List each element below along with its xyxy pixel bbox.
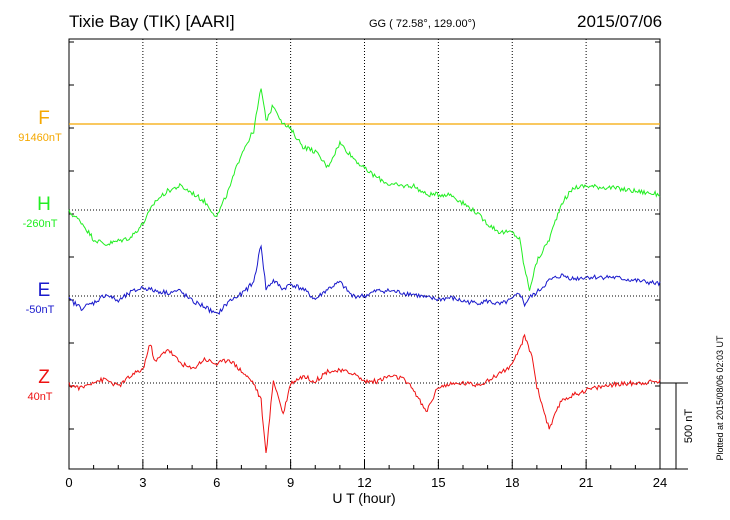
x-tick-label: 24 — [653, 475, 667, 490]
date-label: 2015/07/06 — [577, 12, 662, 31]
series-label-h: H — [37, 194, 51, 215]
series-label-z: Z — [38, 367, 50, 388]
series-label-e: E — [38, 280, 51, 301]
x-tick-label: 12 — [357, 475, 371, 490]
scale-bar-label: 500 nT — [683, 409, 695, 444]
scale-bar: 500 nT — [660, 382, 695, 470]
baseline-value-f: 91460nT — [18, 132, 62, 144]
coordinates-label: GG ( 72.58°, 129.00°) — [369, 18, 476, 30]
baseline-value-z: 40nT — [27, 391, 52, 403]
x-tick-label: 6 — [213, 475, 220, 490]
station-title: Tixie Bay (TIK) [AARI] — [69, 12, 235, 31]
series-group — [68, 88, 661, 453]
x-tick-label: 15 — [431, 475, 445, 490]
series-label-f: F — [38, 108, 50, 129]
x-tick-label: 21 — [579, 475, 593, 490]
baseline-value-e: -50nT — [26, 304, 55, 316]
series-line-e — [68, 244, 661, 316]
plotted-at-label: Plotted at 2015/08/06 02:03 UT — [715, 335, 725, 461]
x-tick-label: 18 — [505, 475, 519, 490]
x-tick-label: 3 — [139, 475, 146, 490]
plot-frame — [68, 38, 661, 470]
series-line-z — [68, 333, 661, 453]
grid-lines — [69, 39, 660, 469]
series-labels: F 91460nT H -260nT E -50nT Z 40nT — [18, 108, 62, 403]
x-axis-label: U T (hour) — [332, 490, 395, 506]
baseline-value-h: -260nT — [23, 218, 58, 230]
x-tick-labels: 0 3 6 9 12 15 18 21 24 — [65, 475, 667, 490]
x-tick-label: 0 — [65, 475, 72, 490]
series-line-h — [68, 88, 661, 291]
x-tick-label: 9 — [287, 475, 294, 490]
